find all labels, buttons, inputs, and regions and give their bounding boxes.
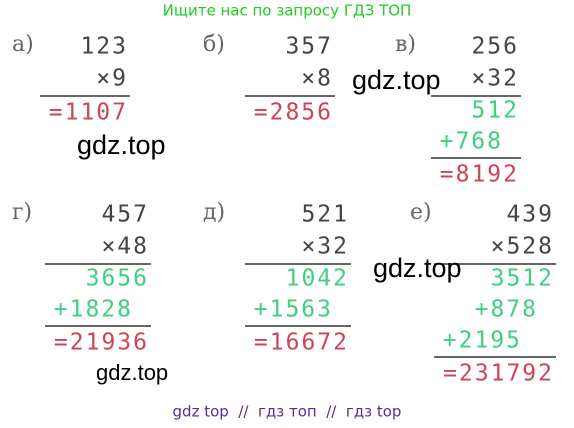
watermark: gdz.top	[373, 253, 462, 283]
watermark: gdz.top	[96, 360, 168, 385]
result: =1107	[49, 100, 128, 126]
multiplicand: 256	[471, 34, 519, 60]
multiplicand: 123	[80, 34, 128, 60]
partial-product: 512	[471, 98, 519, 124]
problem-label: д)	[203, 200, 225, 225]
header: Ищите нас по запросу ГДЗ ТОП	[163, 2, 412, 20]
multiplicand: 457	[101, 202, 149, 228]
partial-product: 1042	[286, 266, 349, 292]
partial-product: 3512	[491, 266, 554, 292]
partial-product: +1828	[54, 297, 133, 323]
problem-label: в)	[395, 32, 416, 57]
multiplier: ×9	[96, 66, 128, 92]
problem-label: а)	[12, 32, 34, 57]
footer: gdz top // гдз топ // гдз top	[173, 403, 402, 421]
multiplier: ×32	[301, 234, 349, 260]
multiplier: ×32	[471, 66, 519, 92]
watermark: gdz.top	[352, 65, 441, 95]
partial-product: +2195	[443, 328, 522, 354]
multiplier: ×48	[101, 234, 149, 260]
partial-product: +878	[475, 297, 538, 323]
problem-label: г)	[12, 200, 32, 225]
problem-label: б)	[203, 32, 225, 57]
watermark: gdz.top	[77, 130, 166, 160]
result: =21936	[54, 330, 149, 356]
partial-product: +1563	[254, 297, 333, 323]
result: =2856	[254, 100, 333, 126]
partial-product: 3656	[86, 266, 149, 292]
result: =231792	[443, 361, 554, 387]
multiplicand: 521	[301, 202, 349, 228]
multiplicand: 439	[506, 202, 554, 228]
result: =16672	[254, 330, 349, 356]
problem-label: е)	[410, 200, 432, 225]
multiplier: ×528	[491, 234, 554, 260]
multiplier: ×8	[301, 66, 333, 92]
partial-product: +768	[440, 129, 503, 155]
result: =8192	[440, 162, 519, 188]
multiplicand: 357	[285, 34, 333, 60]
